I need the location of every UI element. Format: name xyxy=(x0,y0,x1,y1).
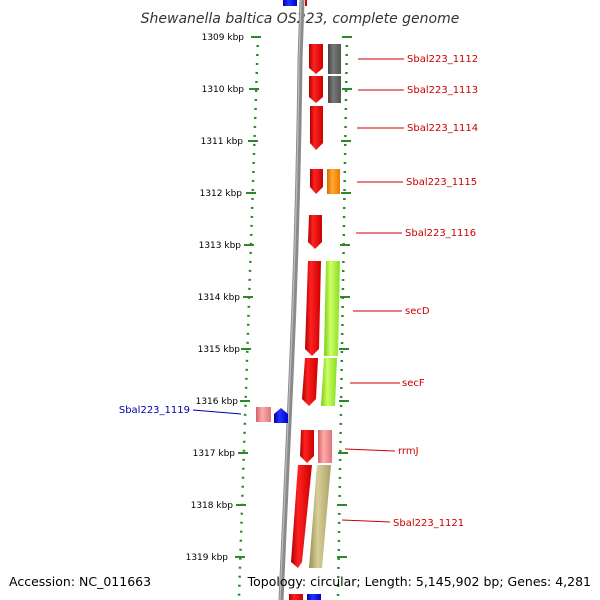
leader-line xyxy=(341,519,391,523)
gene-category-sbal223-1115[interactable] xyxy=(327,169,340,194)
tick-label: 1319 kbp xyxy=(186,553,229,563)
gene-category-sbal223-1113[interactable] xyxy=(328,76,341,103)
tick-label: 1313 kbp xyxy=(199,241,242,251)
gene-arrow-sbal223-1112[interactable] xyxy=(309,44,323,74)
gene-category-secd[interactable] xyxy=(324,261,340,356)
tick-label: 1315 kbp xyxy=(198,345,241,355)
gene-label[interactable]: Sbal223_1114 xyxy=(407,123,478,134)
gene-label[interactable]: Sbal223_1115 xyxy=(406,177,477,188)
forward-genes xyxy=(291,44,341,568)
gene-partial-bottom-blue xyxy=(307,594,321,600)
ruler-dotted-left xyxy=(237,35,260,597)
gene-partial-top-red xyxy=(305,0,307,6)
gene-label[interactable]: secF xyxy=(402,378,425,389)
gene-arrow-rrmj[interactable] xyxy=(300,430,314,463)
gene-labels: Sbal223_1112 Sbal223_1113 Sbal223_1114 S… xyxy=(119,54,478,529)
accession-text: Accession: NC_011663 xyxy=(9,574,152,589)
reverse-genes xyxy=(256,407,288,423)
gene-arrow-sbal223-1121[interactable] xyxy=(291,465,312,568)
gene-label[interactable]: Sbal223_1121 xyxy=(393,518,464,529)
genome-backbone xyxy=(278,0,305,600)
track-boundary-ticks xyxy=(337,36,352,558)
gene-label[interactable]: Sbal223_1113 xyxy=(407,85,478,96)
label-leaders xyxy=(192,58,404,523)
tick-label: 1316 kbp xyxy=(196,397,239,407)
tick-label: 1312 kbp xyxy=(200,189,243,199)
tick-label: 1317 kbp xyxy=(193,449,236,459)
gene-arrow-sbal223-1115[interactable] xyxy=(310,169,323,194)
gene-category-secf[interactable] xyxy=(321,358,337,406)
gene-arrow-sbal223-1114[interactable] xyxy=(310,106,323,150)
gene-label[interactable]: Sbal223_1112 xyxy=(407,54,478,65)
tick-label: 1309 kbp xyxy=(202,33,245,43)
ruler-dotted-right xyxy=(336,35,349,597)
gene-label[interactable]: Sbal223_1116 xyxy=(405,228,476,239)
gene-label[interactable]: secD xyxy=(405,306,430,317)
gene-category-sbal223-1119[interactable] xyxy=(256,407,271,422)
tick-label: 1318 kbp xyxy=(191,501,234,511)
topology-text: Topology: circular; Length: 5,145,902 bp… xyxy=(247,574,591,589)
gene-arrow-sbal223-1116[interactable] xyxy=(308,215,322,249)
gene-arrow-sbal223-1113[interactable] xyxy=(309,76,323,103)
gene-arrow-secf[interactable] xyxy=(302,358,318,406)
gene-partial-top-blue xyxy=(283,0,297,6)
gene-category-rrmj[interactable] xyxy=(318,430,332,463)
gene-category-sbal223-1121[interactable] xyxy=(309,465,331,568)
tick-label: 1311 kbp xyxy=(201,137,244,147)
gene-arrow-secd[interactable] xyxy=(305,261,321,356)
gene-label[interactable]: Sbal223_1119 xyxy=(119,405,190,416)
gene-partial-bottom-red xyxy=(289,594,303,600)
tick-label: 1314 kbp xyxy=(198,293,241,303)
leader-line xyxy=(344,448,396,452)
ruler-ticks: 1309 kbp 1310 kbp 1311 kbp 1312 kbp 1313… xyxy=(186,33,261,563)
tick-label: 1310 kbp xyxy=(202,85,245,95)
leader-line xyxy=(192,409,242,415)
gene-arrow-sbal223-1119[interactable] xyxy=(274,408,288,423)
gene-category-sbal223-1112[interactable] xyxy=(328,44,341,74)
gene-label[interactable]: rrmJ xyxy=(398,446,419,457)
genome-backbone-highlight xyxy=(279,0,302,600)
